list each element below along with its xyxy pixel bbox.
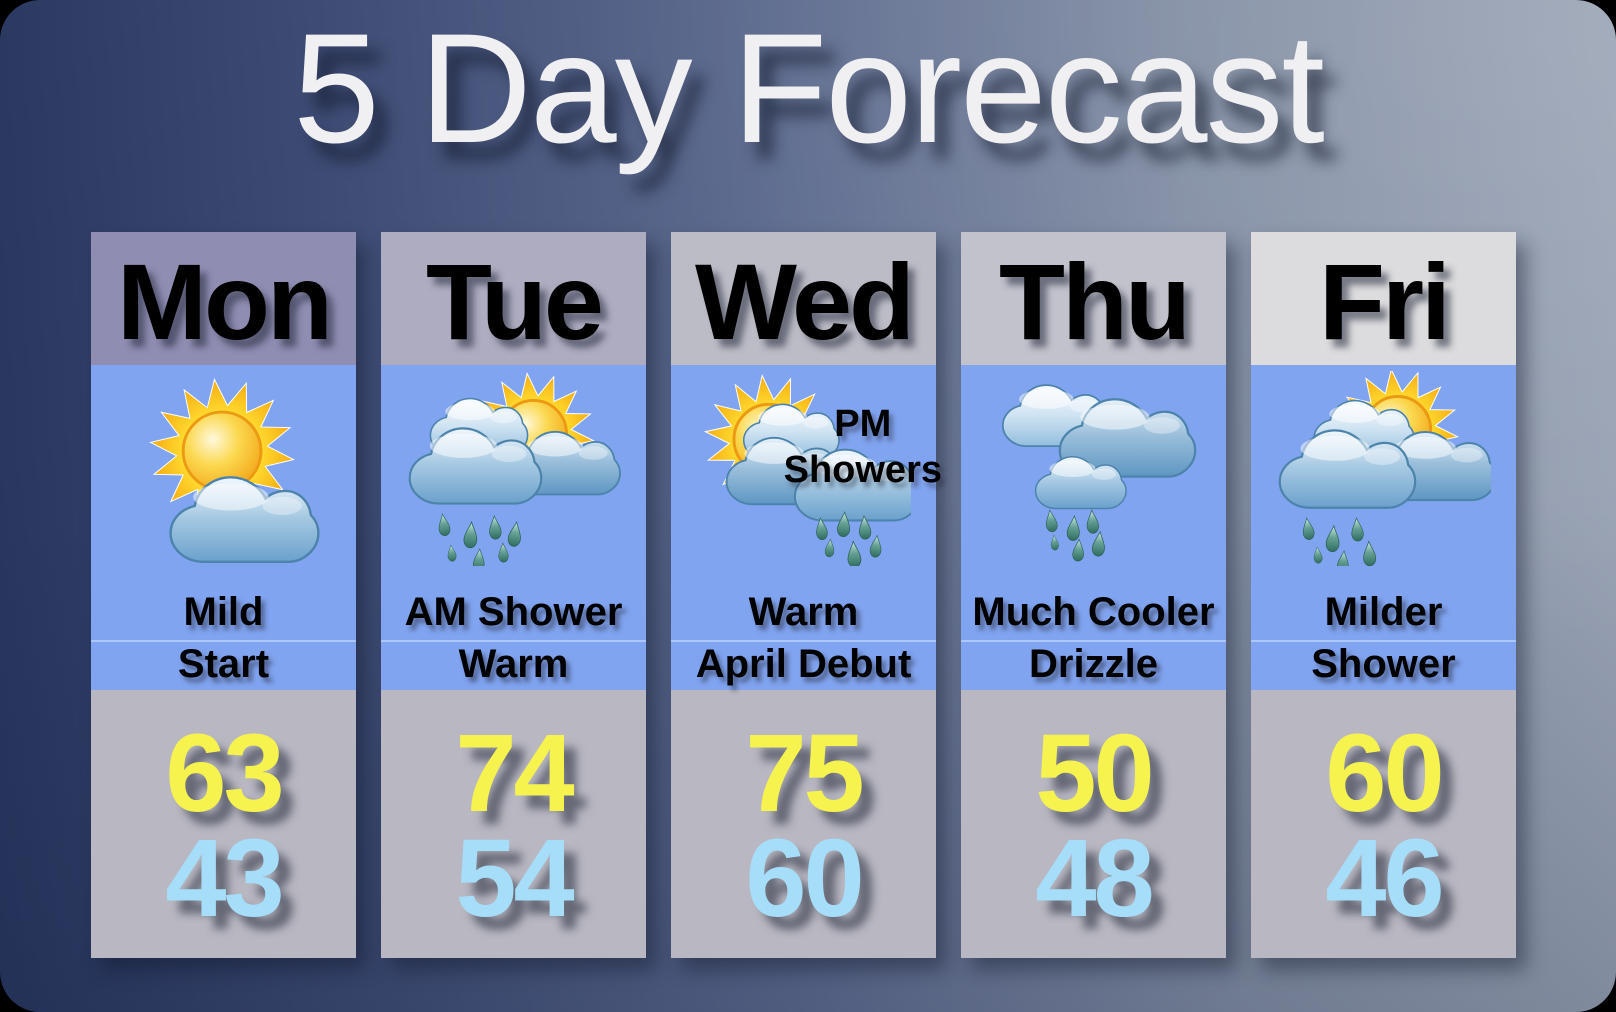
sky-panel: PM Showers Warm April Debut — [671, 365, 942, 690]
forecast-columns: Mon Mild Start 63 43 Tue AM Shower Warm — [91, 232, 1516, 958]
condition-line2: April Debut — [671, 640, 936, 690]
temps-panel: 63 43 — [91, 690, 356, 958]
sun-behind-cloud-icon — [117, 371, 331, 566]
temps-panel: 75 60 — [671, 690, 936, 958]
low-temp: 43 — [165, 817, 284, 940]
page-title: 5 Day Forecast — [293, 2, 1325, 176]
condition-text: Warm April Debut — [671, 588, 936, 690]
high-temp: 74 — [455, 712, 574, 835]
high-temp: 60 — [1325, 712, 1444, 835]
low-temp: 54 — [455, 817, 574, 940]
day-label: Wed — [671, 232, 936, 365]
condition-text: AM Shower Warm — [381, 588, 646, 690]
sky-panel: Milder Shower — [1251, 365, 1516, 690]
day-label: Tue — [381, 232, 646, 365]
forecast-column-mon: Mon Mild Start 63 43 — [91, 232, 356, 958]
pm-showers-line2: Showers — [783, 449, 942, 491]
condition-text: Much Cooler Drizzle — [961, 588, 1226, 690]
condition-line1: Much Cooler — [972, 590, 1215, 634]
low-temp: 46 — [1325, 817, 1444, 940]
high-temp: 50 — [1035, 712, 1154, 835]
high-temp: 63 — [165, 712, 284, 835]
condition-text: Mild Start — [91, 588, 356, 690]
condition-line2: Drizzle — [961, 640, 1226, 690]
sky-panel: Much Cooler Drizzle — [961, 365, 1226, 690]
condition-line1: AM Shower — [404, 590, 623, 634]
condition-text: Milder Shower — [1251, 588, 1516, 690]
temps-panel: 60 46 — [1251, 690, 1516, 958]
condition-line2: Shower — [1251, 640, 1516, 690]
sun-clouds-rain-icon — [1277, 368, 1497, 574]
forecast-column-thu: Thu Much Cooler Drizzle 50 48 — [961, 232, 1226, 958]
forecast-column-tue: Tue AM Shower Warm 74 54 — [381, 232, 646, 958]
rain-clouds-icon — [987, 371, 1201, 566]
day-label: Mon — [91, 232, 356, 365]
low-temp: 48 — [1035, 817, 1154, 940]
temps-panel: 74 54 — [381, 690, 646, 958]
pm-showers-label: PM Showers — [784, 401, 942, 493]
temps-panel: 50 48 — [961, 690, 1226, 958]
condition-line1: Milder — [1324, 590, 1443, 634]
condition-line1: Warm — [748, 590, 859, 634]
low-temp: 60 — [745, 817, 864, 940]
sun-clouds-rain-icon — [407, 371, 621, 572]
high-temp: 75 — [745, 712, 864, 835]
sky-panel: Mild Start — [91, 365, 356, 690]
condition-line2: Start — [91, 640, 356, 690]
forecast-column-wed: Wed PM Showers Warm April Debut 75 60 — [671, 232, 942, 958]
pm-showers-line1: PM — [834, 403, 892, 445]
day-label: Thu — [961, 232, 1226, 365]
condition-line1: Mild — [183, 590, 264, 634]
sun-clouds-rain-icon — [697, 371, 920, 568]
forecast-column-fri: Fri Milder Shower 60 46 — [1251, 232, 1516, 958]
day-label: Fri — [1251, 232, 1516, 365]
sky-panel: AM Shower Warm — [381, 365, 646, 690]
condition-line2: Warm — [381, 640, 646, 690]
